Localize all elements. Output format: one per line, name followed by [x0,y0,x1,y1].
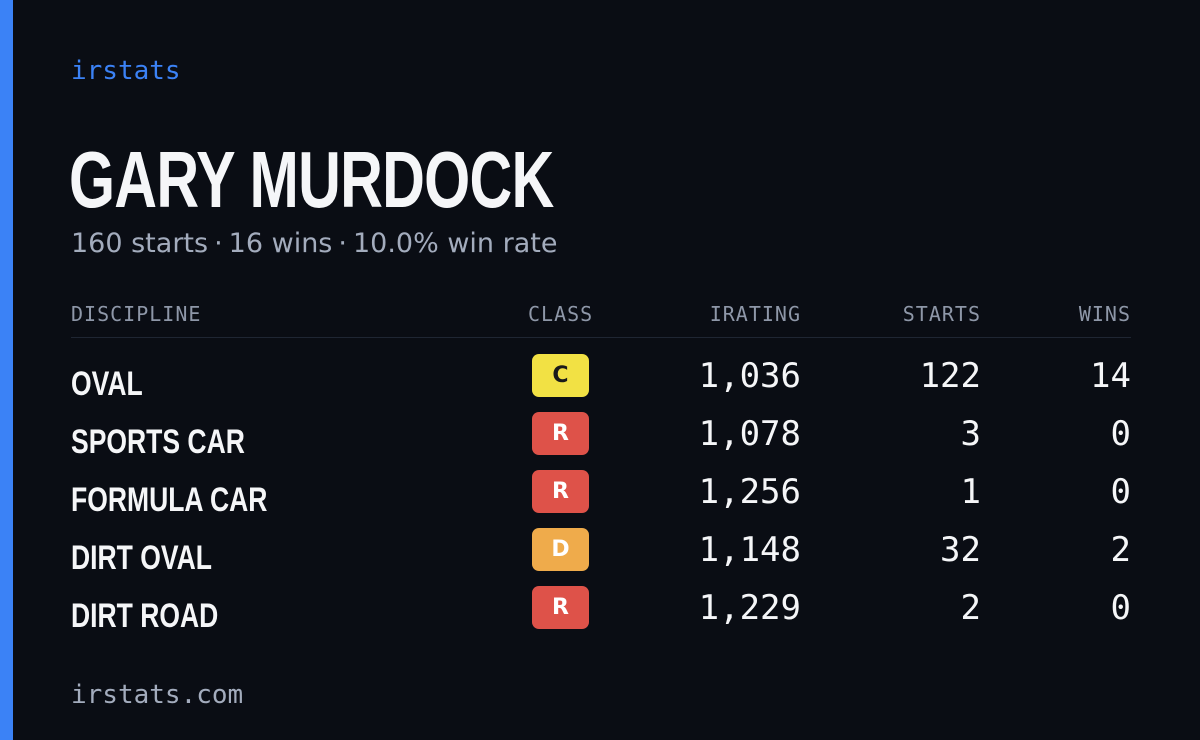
irating-value: 1,078 [698,414,801,454]
irating-value: 1,229 [698,588,801,628]
header-wins: WINS [1078,302,1131,326]
irating-value: 1,256 [698,472,801,512]
header-starts: STARTS [902,302,981,326]
table-row: SPORTS CAR R 1,078 3 0 [71,412,1131,470]
discipline-name: DIRT ROAD [71,597,219,635]
driver-name: GARY MURDOCK [69,135,554,224]
wins-value: 0 [1110,472,1131,512]
accent-bar [0,0,13,740]
discipline-name: OVAL [71,365,143,403]
table-body: OVAL C 1,036 122 14 SPORTS CAR R 1,078 3… [71,338,1131,644]
table-row: DIRT OVAL D 1,148 32 2 [71,528,1131,586]
win-rate-summary: 10.0% win rate [352,228,558,259]
starts-value: 3 [960,414,981,454]
table-row: FORMULA CAR R 1,256 1 0 [71,470,1131,528]
wins-value: 0 [1110,588,1131,628]
starts-value: 2 [960,588,981,628]
license-class-badge: R [532,586,589,629]
table-header: DISCIPLINE CLASS IRATING STARTS WINS [71,300,1131,338]
separator-dot: · [214,228,223,259]
brand-logo-text: irstats [71,56,181,86]
irating-value: 1,148 [698,530,801,570]
irating-value: 1,036 [698,356,801,396]
license-class-badge: C [532,354,589,397]
header-discipline: DISCIPLINE [71,302,202,326]
table-row: OVAL C 1,036 122 14 [71,354,1131,412]
discipline-table: DISCIPLINE CLASS IRATING STARTS WINS OVA… [71,300,1131,644]
starts-summary: 160 starts [71,228,209,259]
separator-dot: · [338,228,347,259]
header-irating: IRATING [709,302,801,326]
wins-value: 2 [1110,530,1131,570]
discipline-name: SPORTS CAR [71,423,245,461]
license-class-badge: R [532,412,589,455]
starts-value: 122 [919,356,981,396]
footer-url: irstats.com [71,680,244,710]
license-class-badge: R [532,470,589,513]
header-class: CLASS [528,302,594,326]
wins-value: 0 [1110,414,1131,454]
license-class-badge: D [532,528,589,571]
starts-value: 1 [960,472,981,512]
wins-summary: 16 wins [228,228,333,259]
driver-summary: 160 starts · 16 wins · 10.0% win rate [71,228,557,259]
discipline-name: FORMULA CAR [71,481,268,519]
starts-value: 32 [940,530,981,570]
table-row: DIRT ROAD R 1,229 2 0 [71,586,1131,644]
wins-value: 14 [1090,356,1131,396]
discipline-name: DIRT OVAL [71,539,212,577]
